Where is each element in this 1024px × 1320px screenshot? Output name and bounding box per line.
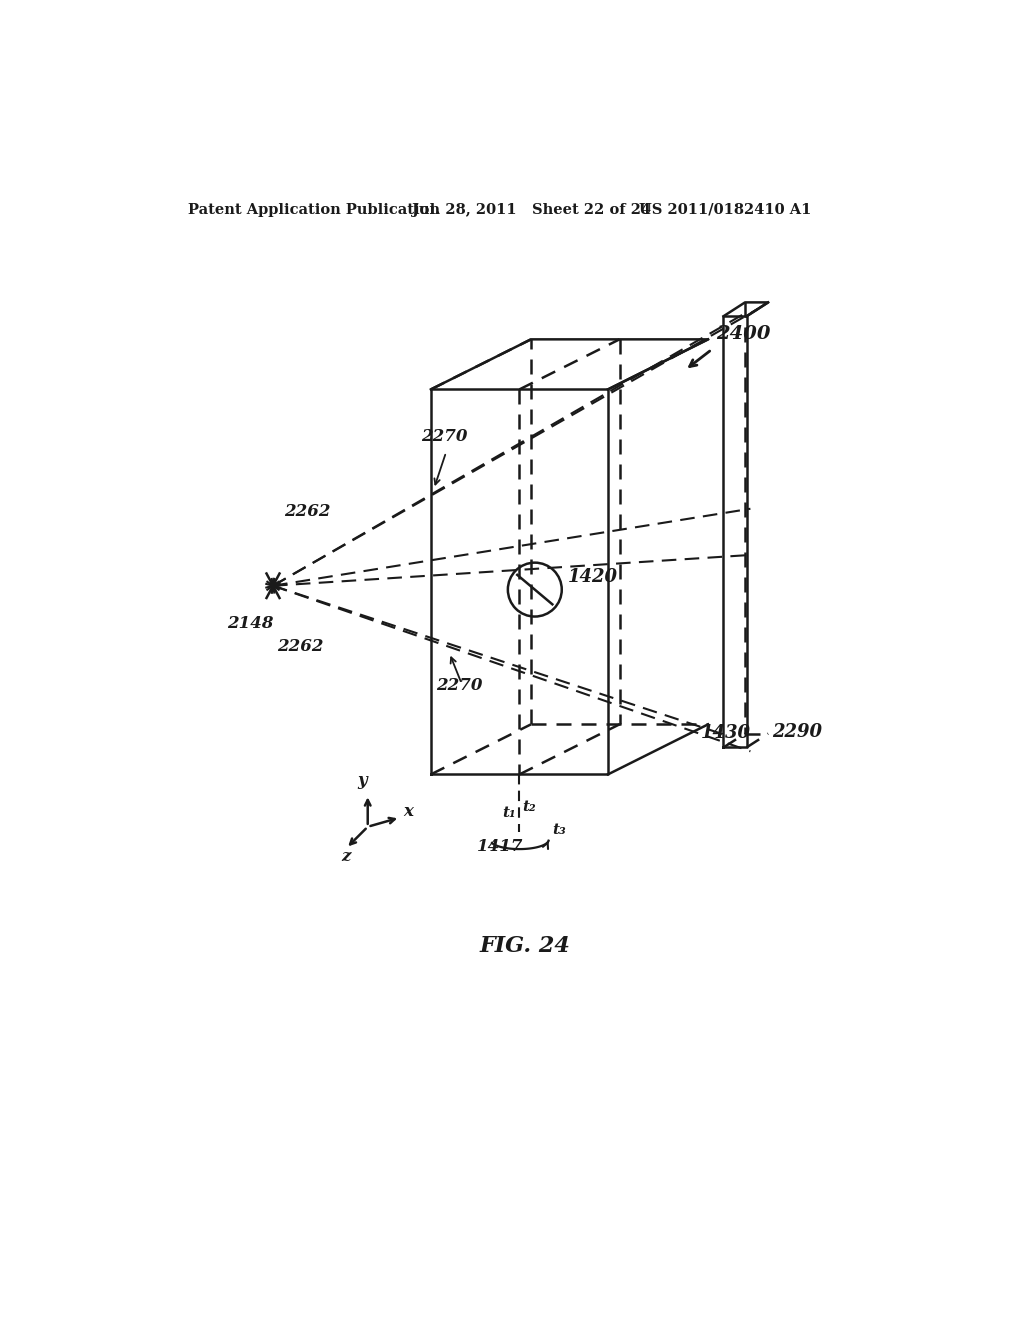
Text: 2270: 2270	[421, 428, 467, 445]
Text: x: x	[403, 803, 413, 820]
Text: 2290: 2290	[772, 723, 822, 742]
Text: t₂: t₂	[522, 800, 537, 813]
Text: FIG. 24: FIG. 24	[479, 935, 570, 957]
Text: t₁: t₁	[503, 805, 516, 820]
Text: 2270: 2270	[436, 677, 482, 694]
Text: Jul. 28, 2011   Sheet 22 of 24: Jul. 28, 2011 Sheet 22 of 24	[412, 203, 650, 216]
Text: 2262: 2262	[276, 638, 324, 655]
Text: 2148: 2148	[226, 615, 273, 632]
Text: 2262: 2262	[285, 503, 331, 520]
Text: y: y	[357, 772, 367, 789]
Text: Patent Application Publication: Patent Application Publication	[188, 203, 440, 216]
Text: 2400: 2400	[716, 325, 770, 343]
Text: t₃: t₃	[553, 822, 566, 837]
Text: 1430: 1430	[700, 725, 751, 742]
Text: 1417: 1417	[477, 838, 523, 855]
Text: z: z	[341, 849, 350, 866]
Text: US 2011/0182410 A1: US 2011/0182410 A1	[639, 203, 811, 216]
Text: 1420: 1420	[568, 568, 617, 586]
